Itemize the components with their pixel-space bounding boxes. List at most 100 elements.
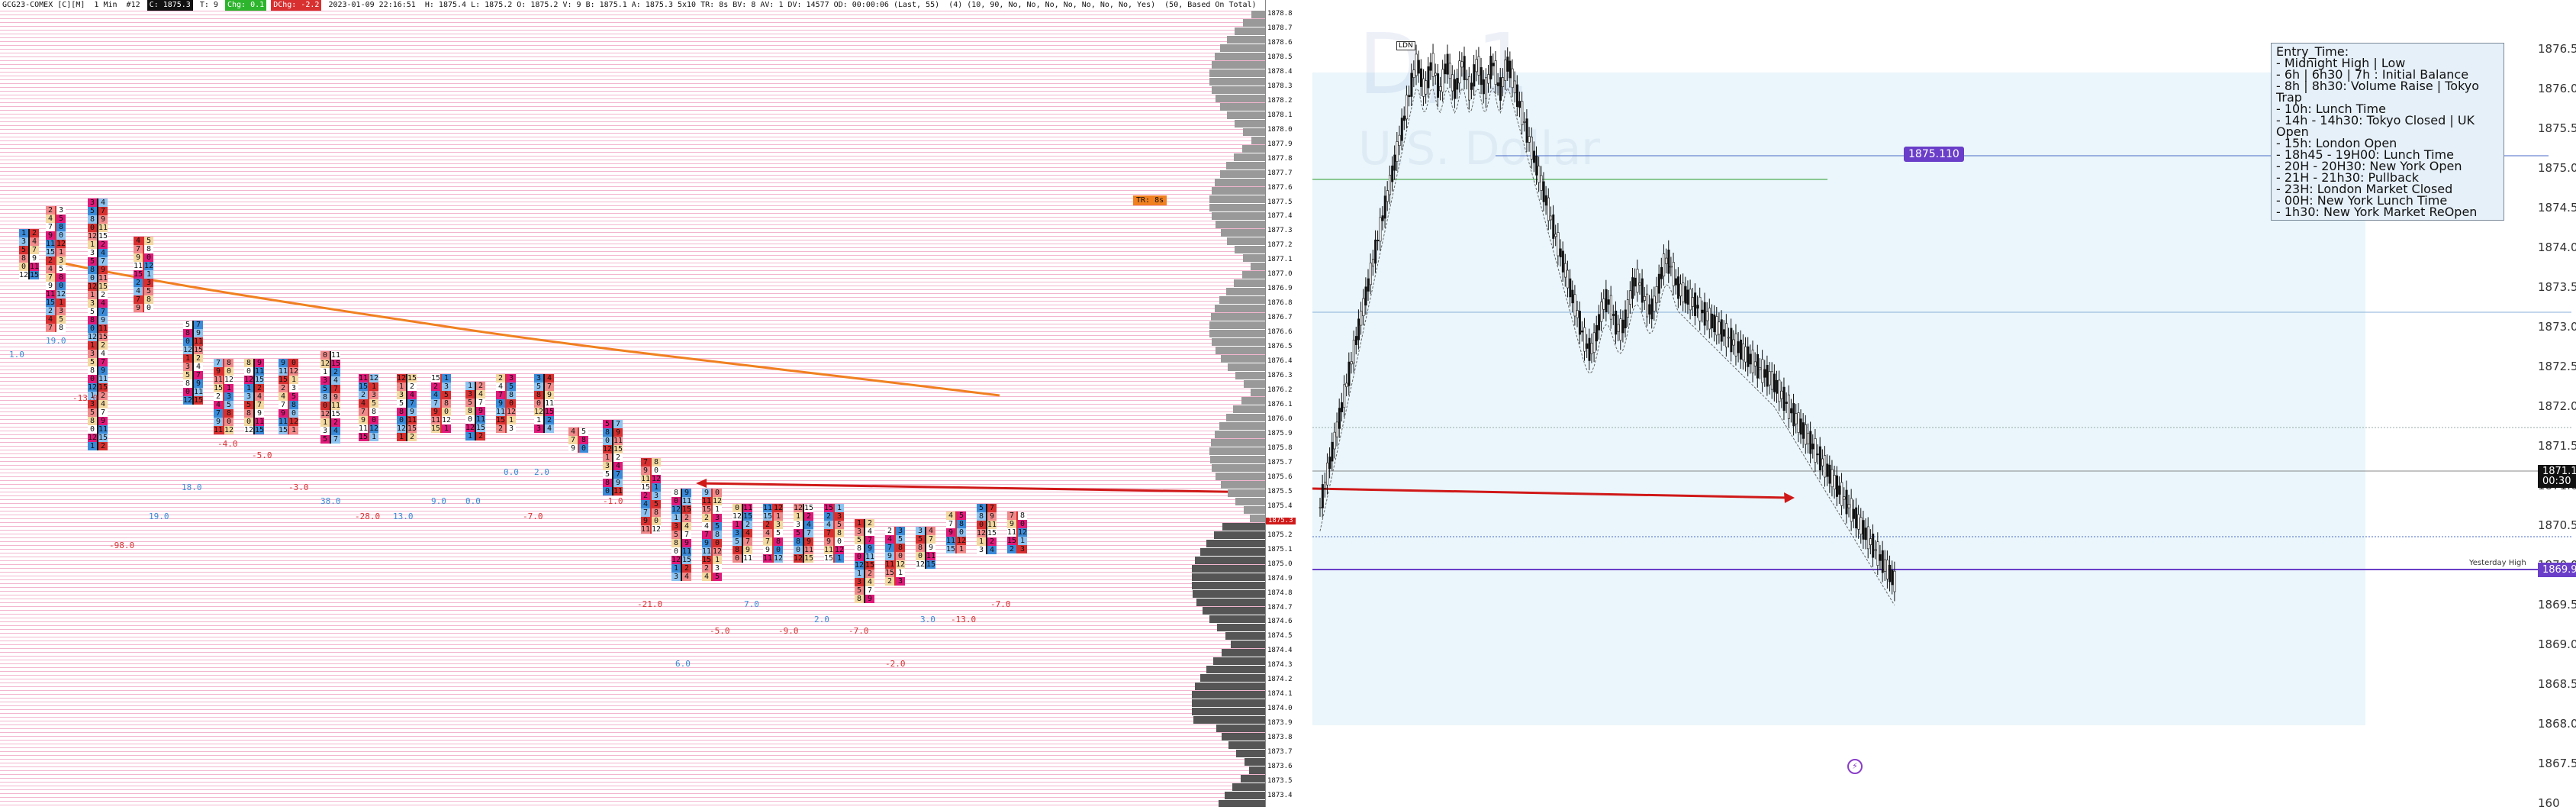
footprint-cell: 15 bbox=[545, 408, 555, 416]
candle-body bbox=[1598, 314, 1601, 331]
candle-body bbox=[1795, 413, 1798, 424]
ladder-price: 1875.0 bbox=[1267, 560, 1293, 568]
candle-body bbox=[1331, 441, 1334, 462]
footprint-cell: 3 bbox=[56, 206, 66, 215]
price-axis-label: 1873.000 bbox=[2538, 320, 2576, 334]
footprint-cell: 5 bbox=[733, 537, 742, 546]
footprint-bar bbox=[681, 531, 682, 539]
footprint-bar bbox=[97, 198, 98, 207]
footprint-cell: 9 bbox=[46, 282, 55, 290]
footprint-bar bbox=[650, 466, 652, 475]
vwap-line bbox=[1319, 86, 1895, 606]
footprint-cell: 1 bbox=[442, 374, 451, 382]
ladder-price: 1876.0 bbox=[1267, 415, 1293, 423]
candle-body bbox=[1470, 82, 1473, 90]
candle-body bbox=[1345, 382, 1348, 387]
footprint-cell: 1 bbox=[183, 354, 192, 363]
candle-body bbox=[1328, 457, 1331, 470]
candle-body bbox=[1879, 554, 1882, 561]
footprint-cell: 2 bbox=[407, 433, 417, 441]
footprint-cell: 12 bbox=[652, 475, 662, 483]
footprint-bar bbox=[864, 570, 865, 578]
candle-body bbox=[1713, 315, 1716, 333]
footprint-bar bbox=[97, 291, 98, 299]
candle-body bbox=[1538, 166, 1541, 183]
volume-profile-bar bbox=[1216, 724, 1267, 732]
candle-body bbox=[1528, 136, 1531, 143]
candle-body bbox=[1860, 517, 1863, 534]
ladder-price: 1877.0 bbox=[1267, 270, 1293, 279]
footprint-cell: 2 bbox=[743, 521, 752, 529]
footprint-bar bbox=[475, 390, 476, 399]
volume-profile-bar bbox=[1250, 389, 1267, 396]
footprint-bar bbox=[612, 453, 613, 462]
level-price-tag: 1875.110 bbox=[1904, 147, 1964, 162]
candle-body bbox=[1689, 289, 1692, 311]
footprint-cell: 9 bbox=[134, 304, 143, 312]
candle-body bbox=[1489, 56, 1492, 79]
volume-profile-bar bbox=[1240, 775, 1267, 783]
footprint-chart-panel[interactable]: GCG23-COMEX [C][M] 1 Min #12 C: 1875.3 T… bbox=[0, 0, 1267, 807]
footprint-cell: 8 bbox=[19, 254, 28, 263]
volume-profile-bar bbox=[1211, 86, 1267, 94]
price-ladder[interactable]: 1878.8 1878.7 1878.6 1878.5 1878.4 1878.3 1878… bbox=[1265, 0, 1312, 807]
info-line: - Midnight High | Low bbox=[2276, 56, 2406, 70]
volume-profile-bar bbox=[1211, 313, 1267, 321]
footprint-bar bbox=[406, 433, 407, 441]
footprint-cell: 8 bbox=[916, 544, 925, 552]
footprint-cell: 2 bbox=[613, 453, 623, 462]
candle-body bbox=[1354, 336, 1357, 345]
footprint-bar bbox=[742, 537, 743, 546]
candle-body bbox=[1718, 321, 1721, 335]
footprint-bar bbox=[97, 215, 98, 224]
footprint-cell: 7 bbox=[279, 401, 288, 409]
footprint-bar bbox=[986, 529, 987, 537]
footprint-bar bbox=[986, 512, 987, 521]
footprint-cell: 9 bbox=[431, 408, 440, 416]
footprint-cell: 0 bbox=[855, 553, 864, 561]
candle-body bbox=[1487, 74, 1490, 84]
footprint-bar bbox=[97, 400, 98, 408]
footprint-cell: 12 bbox=[835, 546, 845, 554]
footprint-bar bbox=[192, 346, 194, 354]
volume-profile-bar bbox=[1232, 783, 1267, 791]
footprint-bar bbox=[742, 504, 743, 512]
candle-body bbox=[1818, 446, 1821, 471]
ladder-price: 1876.4 bbox=[1267, 357, 1293, 366]
footprint-cell: 4 bbox=[702, 522, 711, 531]
footprint-cell: 11 bbox=[743, 504, 753, 512]
candle-body bbox=[1581, 331, 1584, 333]
price-axis-label: 1873.500 bbox=[2538, 280, 2576, 294]
volume-profile-bar bbox=[1196, 599, 1267, 606]
footprint-bar bbox=[223, 392, 224, 401]
footprint-cell: 7 bbox=[641, 458, 650, 466]
footprint-bar bbox=[330, 402, 331, 410]
candle-body bbox=[1850, 498, 1853, 522]
footprint-cell: 4 bbox=[46, 265, 55, 273]
footprint-bar bbox=[28, 254, 30, 263]
ladder-price: 1874.5 bbox=[1267, 632, 1293, 641]
footprint-cell: 9 bbox=[613, 479, 623, 487]
alert-icon[interactable]: ⚡ bbox=[1847, 759, 1863, 774]
delta-label: 38.0 bbox=[320, 496, 341, 506]
footprint-bar bbox=[368, 382, 369, 391]
footprint-bar bbox=[803, 546, 804, 554]
info-line: - 20H - 20H30: New York Open bbox=[2276, 159, 2462, 173]
candle-body bbox=[1324, 482, 1327, 489]
footprint-cell: 2 bbox=[682, 514, 691, 522]
footprint-cell: 7 bbox=[804, 529, 813, 537]
footprint-cell: 3 bbox=[855, 578, 864, 586]
price-axis-label: 1875.000 bbox=[2538, 161, 2576, 175]
datetime-label: 2023-01-09 22:16:51 bbox=[328, 1, 416, 9]
footprint-cell: 7 bbox=[824, 529, 833, 537]
footprint-bar bbox=[711, 573, 713, 581]
candle-body bbox=[1525, 118, 1528, 143]
footprint-bar bbox=[681, 522, 682, 531]
ladder-price: 1874.3 bbox=[1267, 661, 1293, 670]
candle-body bbox=[1872, 534, 1875, 558]
ladder-price: 1875.2 bbox=[1267, 531, 1293, 539]
volume-profile-bar bbox=[1213, 657, 1267, 665]
footprint-bar bbox=[475, 432, 476, 440]
ladder-price: 1878.4 bbox=[1267, 67, 1293, 76]
candle-body bbox=[1787, 394, 1790, 419]
